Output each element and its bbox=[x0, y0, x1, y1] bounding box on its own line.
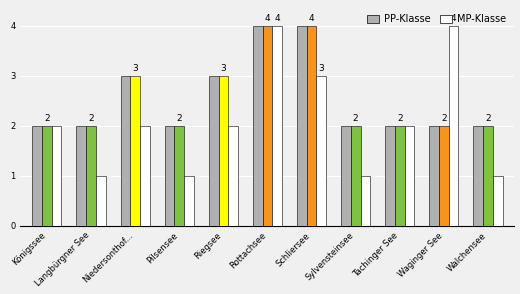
Bar bbox=[307, 26, 316, 226]
Text: 4: 4 bbox=[275, 14, 280, 23]
Text: 2: 2 bbox=[485, 114, 491, 123]
Bar bbox=[228, 126, 238, 226]
Legend: PP-Klasse, MP-Klasse: PP-Klasse, MP-Klasse bbox=[363, 10, 510, 28]
Text: 2: 2 bbox=[88, 114, 94, 123]
Bar bbox=[42, 126, 52, 226]
Text: 2: 2 bbox=[397, 114, 402, 123]
Bar bbox=[405, 126, 414, 226]
Bar bbox=[140, 126, 150, 226]
Bar bbox=[253, 26, 263, 226]
Bar bbox=[165, 126, 174, 226]
Bar bbox=[483, 126, 493, 226]
Text: 2: 2 bbox=[44, 114, 50, 123]
Bar bbox=[76, 126, 86, 226]
Bar bbox=[449, 26, 459, 226]
Text: 3: 3 bbox=[220, 64, 226, 73]
Text: 2: 2 bbox=[353, 114, 358, 123]
Bar bbox=[218, 76, 228, 226]
Bar bbox=[184, 176, 194, 226]
Bar bbox=[121, 76, 131, 226]
Bar bbox=[493, 176, 502, 226]
Bar bbox=[131, 76, 140, 226]
Bar bbox=[341, 126, 351, 226]
Bar bbox=[395, 126, 405, 226]
Text: 2: 2 bbox=[176, 114, 182, 123]
Bar bbox=[351, 126, 360, 226]
Bar bbox=[52, 126, 61, 226]
Bar bbox=[439, 126, 449, 226]
Bar bbox=[316, 76, 326, 226]
Text: 4: 4 bbox=[451, 14, 457, 23]
Text: 4: 4 bbox=[265, 14, 270, 23]
Bar bbox=[209, 76, 218, 226]
Bar bbox=[174, 126, 184, 226]
Bar bbox=[385, 126, 395, 226]
Bar bbox=[272, 26, 282, 226]
Bar bbox=[297, 26, 307, 226]
Bar bbox=[32, 126, 42, 226]
Bar bbox=[430, 126, 439, 226]
Text: 3: 3 bbox=[318, 64, 324, 73]
Bar bbox=[96, 176, 106, 226]
Bar bbox=[473, 126, 483, 226]
Text: 3: 3 bbox=[132, 64, 138, 73]
Text: 4: 4 bbox=[309, 14, 315, 23]
Bar bbox=[360, 176, 370, 226]
Bar bbox=[263, 26, 272, 226]
Text: 2: 2 bbox=[441, 114, 447, 123]
Bar bbox=[86, 126, 96, 226]
